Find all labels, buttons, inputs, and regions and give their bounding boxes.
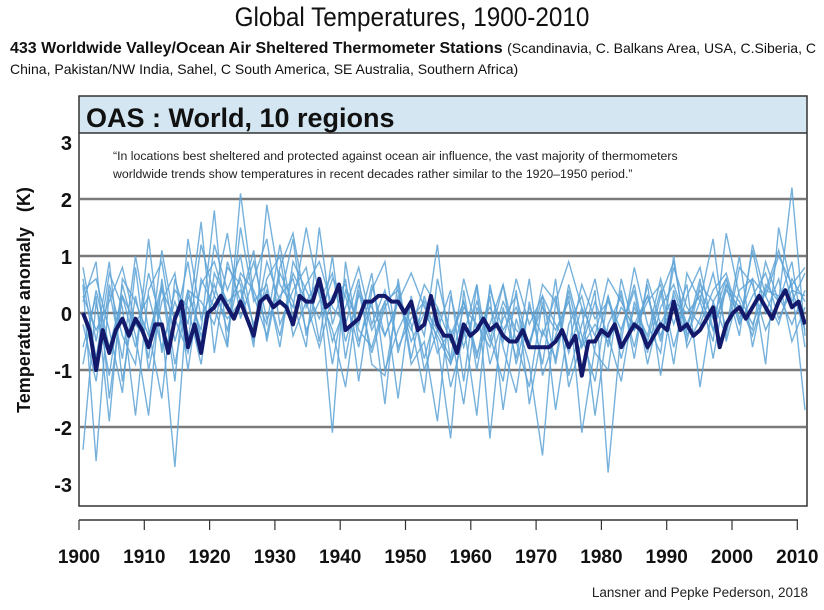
x-tick-label: 1920 (188, 547, 230, 568)
x-tick-label: 1900 (58, 547, 100, 568)
x-tick-label: 1970 (515, 547, 557, 568)
chart-subtitle: 433 Worldwide Valley/Ocean Air Sheltered… (10, 38, 820, 80)
y-tick-label: 1 (61, 247, 72, 269)
x-tick-label: 1980 (580, 547, 622, 568)
x-tick-label: 1940 (319, 547, 361, 568)
credit: Lansner and Pepke Pederson, 2018 (591, 585, 808, 600)
region-series-line-4 (82, 187, 806, 467)
subtitle-stations: 433 Worldwide Valley/Ocean Air Sheltered… (10, 40, 503, 57)
x-tick-label: 1950 (384, 547, 426, 568)
y-tick-label: 0 (61, 304, 72, 326)
panel-header (79, 96, 807, 133)
y-tick-label: -2 (54, 418, 72, 440)
y-tick-label: -1 (54, 361, 72, 383)
y-tick-label: 3 (61, 133, 72, 155)
y-tick-label: -3 (54, 475, 72, 497)
x-tick-label: 1960 (450, 547, 492, 568)
y-axis-label: Temperature anomaly (K) (14, 187, 34, 413)
x-tick-label: 1910 (123, 547, 165, 568)
quote-line-1: “In locations best sheltered and protect… (113, 149, 678, 163)
region-series-line-9 (82, 244, 806, 365)
x-tick-label: 2000 (711, 547, 753, 568)
panel-frame (78, 95, 808, 507)
region-series-line-10 (82, 259, 806, 367)
panel-title: OAS : World, 10 regions (86, 103, 395, 133)
y-tick-label: 2 (61, 190, 72, 212)
chart-title: Global Temperatures, 1900-2010 (234, 2, 590, 32)
quote-line-2: worldwide trends show temperatures in re… (112, 167, 632, 181)
x-tick-label: 1990 (646, 547, 688, 568)
x-tick-label: 2010 (776, 547, 818, 568)
region-series-line-7 (82, 227, 806, 393)
region-series-line-6 (82, 238, 806, 422)
mean-series-line (81, 276, 806, 378)
x-tick-label: 1930 (254, 547, 296, 568)
subtitle-regions: (Scandinavia, C. Balkans Area, USA, C.Si… (10, 40, 816, 77)
